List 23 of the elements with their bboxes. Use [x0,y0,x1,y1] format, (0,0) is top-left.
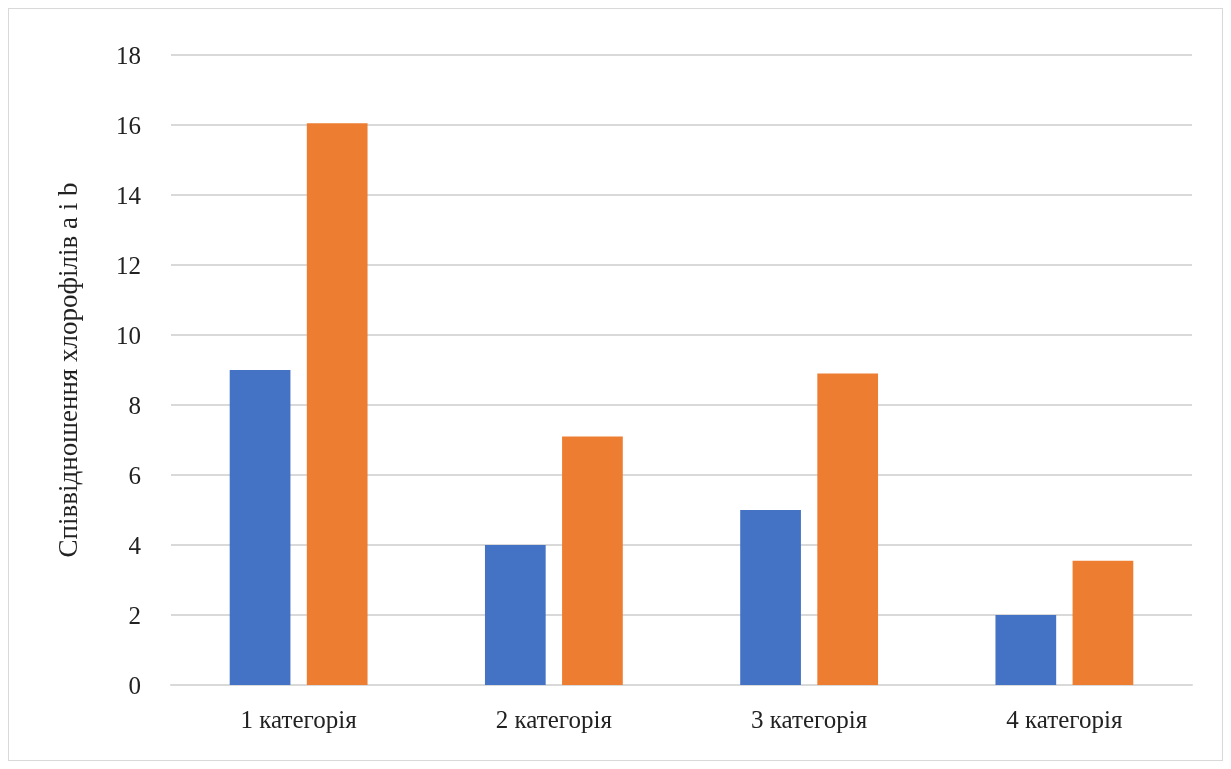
y-tick-label: 4 [128,531,142,559]
bar [995,615,1057,685]
y-tick-label: 14 [116,181,142,209]
y-tick-label: 18 [116,41,141,69]
bar [484,545,546,685]
y-axis-title: Співвідношення хлорофілів a і b [52,182,83,558]
y-tick-label: 0 [128,671,141,699]
bar [740,510,801,685]
x-tick-label: 4 категорія [1006,706,1123,733]
bar [562,436,623,685]
y-tick-label: 12 [116,251,141,279]
bar [817,373,879,685]
y-tick-label: 6 [128,461,141,489]
y-tick-label: 16 [116,111,141,139]
y-tick-label: 10 [116,321,141,349]
x-tick-label: 1 категорія [240,706,358,733]
x-tick-label: 3 категорія [751,706,868,733]
y-tick-label: 8 [128,391,141,419]
bar [1072,560,1134,685]
y-tick-label: 2 [128,601,141,629]
bar [306,123,368,685]
x-tick-label: 2 категорія [495,706,613,733]
bar [229,370,291,685]
